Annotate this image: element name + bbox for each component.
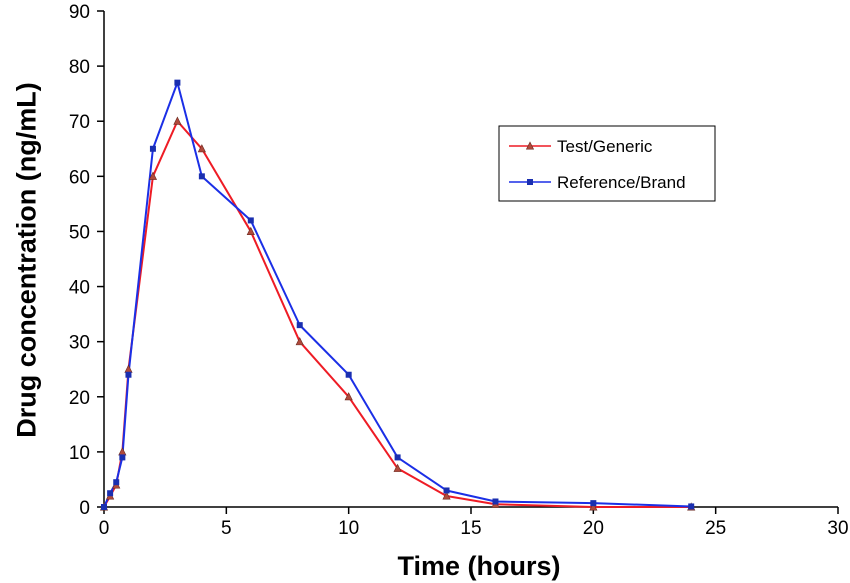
x-tick-label: 25 <box>705 518 726 539</box>
x-axis-title: Time (hours) <box>397 551 560 581</box>
data-point <box>101 504 107 510</box>
data-point <box>125 371 132 378</box>
data-point <box>118 447 127 456</box>
legend-label: Reference/Brand <box>557 173 686 192</box>
plot-area <box>99 79 696 511</box>
y-tick-label: 70 <box>69 112 90 133</box>
series-line-1 <box>103 81 692 508</box>
data-point <box>589 502 598 511</box>
data-point <box>198 173 205 180</box>
legend-label: Test/Generic <box>557 137 653 156</box>
y-tick-label: 40 <box>69 278 90 299</box>
data-point <box>295 336 304 346</box>
legend: Test/Generic Reference/Brand <box>498 125 716 202</box>
data-point <box>688 503 695 510</box>
x-tick-label: 5 <box>221 518 232 539</box>
data-point <box>443 487 450 494</box>
y-tick-label: 30 <box>69 333 90 354</box>
data-point <box>119 454 126 461</box>
y-tick-label: 50 <box>69 222 90 243</box>
data-point <box>247 217 254 224</box>
y-axis-title: Drug concentration (ng/mL) <box>11 82 41 437</box>
data-point <box>394 454 401 461</box>
x-tick-label: 10 <box>338 518 359 539</box>
data-point <box>149 145 156 152</box>
data-point <box>148 171 158 180</box>
data-point <box>113 479 120 486</box>
data-point <box>174 79 181 86</box>
data-point <box>590 500 597 507</box>
data-point <box>107 490 114 497</box>
data-point <box>197 144 206 153</box>
data-point <box>173 116 182 125</box>
legend-marker <box>525 141 535 150</box>
legend-marker <box>527 179 533 185</box>
x-tick-label: 15 <box>460 518 481 539</box>
y-tick-label: 10 <box>69 443 90 464</box>
legend-box <box>498 125 716 202</box>
data-point <box>492 498 499 505</box>
y-tick-label: 90 <box>69 2 90 23</box>
y-tick-label: 80 <box>69 57 90 78</box>
data-point <box>442 491 451 500</box>
x-tick-label: 0 <box>99 518 110 539</box>
data-point <box>345 371 352 378</box>
y-tick-label: 60 <box>69 167 90 188</box>
x-tick-label: 30 <box>827 518 848 539</box>
x-tick-label: 20 <box>583 518 604 539</box>
data-point <box>124 364 133 373</box>
y-tick-label: 0 <box>79 498 90 519</box>
data-point <box>296 322 303 329</box>
data-point <box>393 463 402 472</box>
y-tick-label: 20 <box>69 388 90 409</box>
data-point <box>246 226 255 235</box>
data-point <box>344 392 353 401</box>
axes: 0 10 20 30 40 50 60 70 80 90 0 5 10 15 20 25 30 <box>69 2 849 539</box>
